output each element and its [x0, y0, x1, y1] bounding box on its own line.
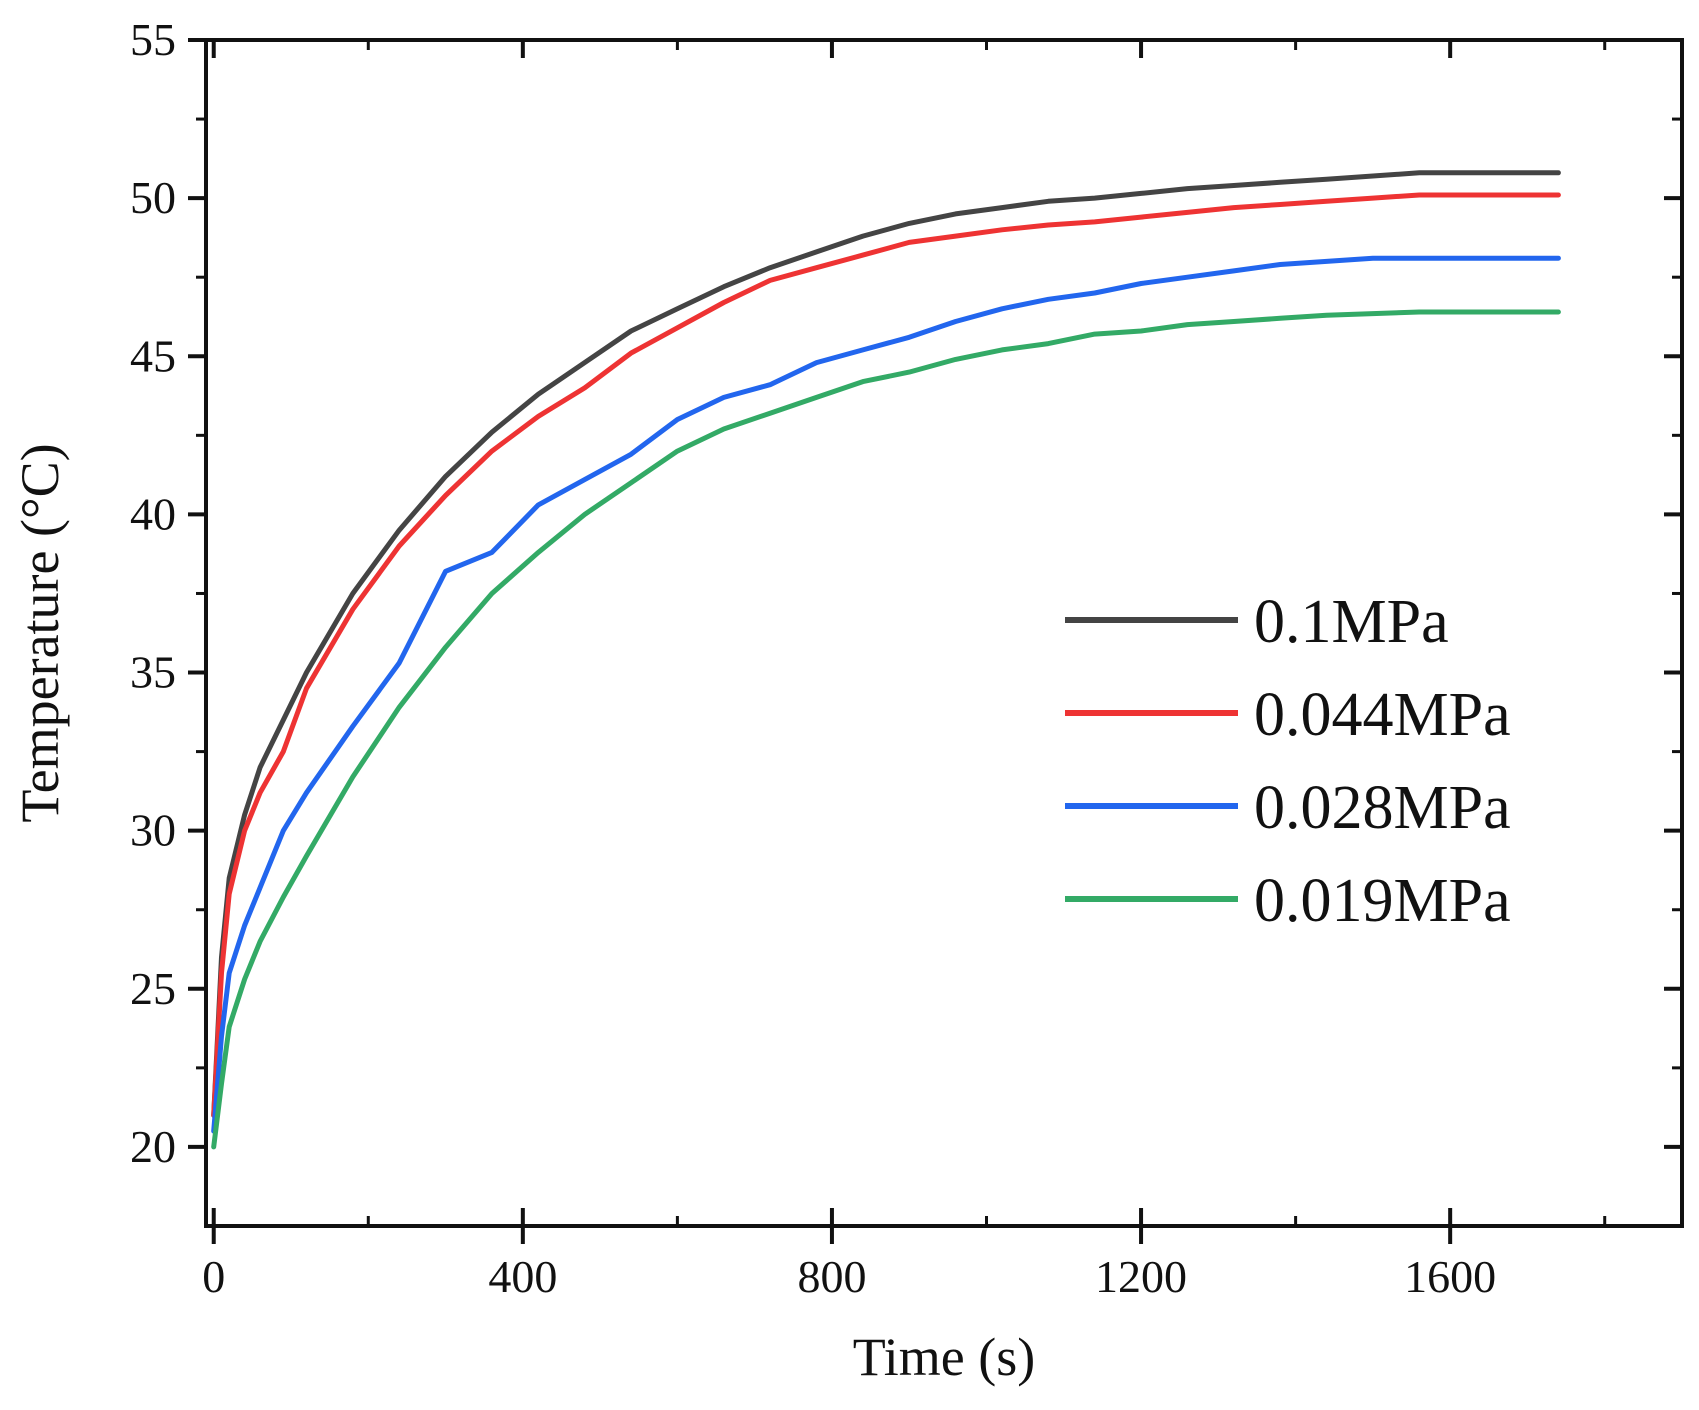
- legend-label: 0.019MPa: [1254, 867, 1511, 935]
- legend: 0.1MPa 0.044MPa 0.028MPa 0.019MPa: [1065, 588, 1511, 935]
- y-tick-label: 20: [130, 1121, 176, 1172]
- x-tick-label: 800: [797, 1251, 866, 1302]
- legend-label: 0.044MPa: [1254, 681, 1511, 749]
- series-line-0-044mpa: [211, 192, 1561, 1118]
- legend-label: 0.1MPa: [1254, 588, 1449, 656]
- x-tick-label: 1200: [1095, 1251, 1187, 1302]
- y-tick-label: 50: [130, 172, 176, 223]
- y-tick-label: 55: [130, 14, 176, 65]
- x-tick-label: 0: [202, 1251, 225, 1302]
- x-axis-title: Time (s): [853, 1327, 1036, 1387]
- axis-ticks: 0 400 800 1200 1600 20 25 30 35 40 45 50 55: [130, 14, 1682, 1302]
- y-tick-label: 40: [130, 488, 176, 539]
- y-tick-label: 35: [130, 647, 176, 698]
- series-line-0-028mpa: [211, 255, 1561, 1134]
- y-axis-title: Temperature (°C): [10, 443, 70, 822]
- y-tick-label: 25: [130, 963, 176, 1014]
- legend-label: 0.028MPa: [1254, 774, 1511, 842]
- plot-frame: [204, 38, 1684, 1228]
- series-line-0-019mpa: [211, 309, 1561, 1150]
- y-tick-label: 45: [130, 330, 176, 381]
- y-tick-label: 30: [130, 805, 176, 856]
- series-lines: [211, 170, 1561, 1150]
- series-line-0-1mpa: [211, 170, 1561, 1118]
- x-tick-label: 1600: [1404, 1251, 1496, 1302]
- x-tick-label: 400: [488, 1251, 557, 1302]
